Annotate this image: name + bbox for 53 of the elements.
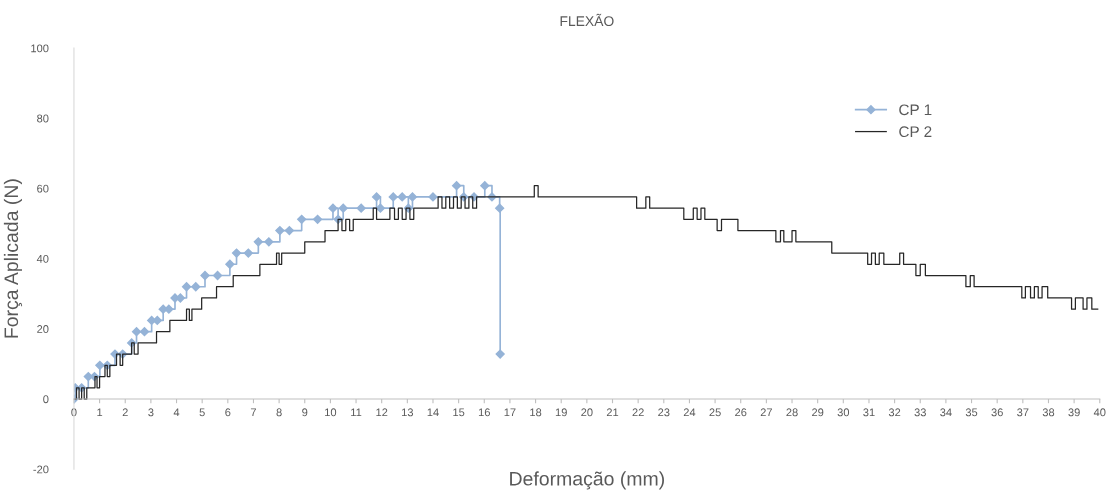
y-tick-label: 60 bbox=[37, 184, 49, 193]
x-tick-label: 27 bbox=[760, 408, 772, 417]
x-tick-label: 21 bbox=[606, 408, 619, 417]
x-tick-label: 37 bbox=[1017, 408, 1029, 417]
x-tick-label: 6 bbox=[225, 408, 231, 417]
x-tick-label: 24 bbox=[683, 408, 696, 417]
x-tick-label: 25 bbox=[709, 408, 721, 417]
chart-title: FLEXÃO bbox=[560, 13, 614, 27]
y-tick-label: 20 bbox=[37, 325, 49, 333]
x-tick-label: 39 bbox=[1068, 408, 1080, 417]
x-tick-label: 20 bbox=[581, 408, 593, 417]
x-tick-label: 14 bbox=[427, 408, 439, 417]
x-tick-label: 29 bbox=[812, 408, 824, 417]
legend-label: CP 2 bbox=[899, 126, 932, 138]
x-axis-title: Deformação (mm) bbox=[510, 471, 664, 490]
x-tick-label: 12 bbox=[376, 408, 388, 417]
x-tick-label: 30 bbox=[837, 408, 850, 417]
x-tick-label: 31 bbox=[863, 408, 875, 417]
x-tick-label: 2 bbox=[122, 408, 128, 417]
x-tick-label: 17 bbox=[504, 408, 516, 417]
x-tick-label: 34 bbox=[940, 408, 952, 417]
x-tick-label: 7 bbox=[250, 408, 256, 417]
x-tick-label: 32 bbox=[888, 408, 901, 417]
x-tick-label: 38 bbox=[1042, 408, 1055, 417]
x-tick-label: 36 bbox=[991, 408, 1003, 417]
x-tick-label: 40 bbox=[1093, 408, 1106, 417]
y-tick-label: 40 bbox=[36, 254, 49, 263]
x-tick-label: 0 bbox=[71, 408, 77, 417]
x-tick-label: 10 bbox=[325, 408, 337, 417]
y-tick-label: -20 bbox=[33, 465, 49, 474]
x-tick-label: 5 bbox=[199, 408, 205, 417]
x-tick-label: 9 bbox=[302, 408, 308, 417]
x-tick-label: 35 bbox=[965, 408, 978, 417]
y-tick-label: 80 bbox=[37, 114, 49, 123]
x-tick-label: 4 bbox=[173, 408, 180, 417]
x-tick-label: 33 bbox=[914, 408, 926, 417]
x-tick-label: 28 bbox=[786, 408, 798, 417]
x-tick-label: 8 bbox=[276, 408, 282, 417]
x-tick-label: 26 bbox=[735, 408, 747, 417]
x-tick-label: 13 bbox=[402, 408, 414, 417]
y-tick-label: 100 bbox=[31, 44, 49, 53]
y-axis-title: Força Aplicada (N) bbox=[3, 179, 23, 338]
x-tick-label: 23 bbox=[658, 408, 670, 417]
y-tick-label: 0 bbox=[43, 395, 49, 404]
x-tick-label: 19 bbox=[555, 408, 567, 417]
x-tick-label: 3 bbox=[148, 408, 154, 417]
x-tick-label: 15 bbox=[453, 408, 465, 417]
x-tick-label: 18 bbox=[530, 408, 542, 417]
x-tick-label: 22 bbox=[632, 408, 644, 417]
x-tick-label: 16 bbox=[478, 408, 490, 417]
x-tick-label: 1 bbox=[97, 408, 103, 417]
x-tick-label: 11 bbox=[351, 408, 362, 417]
legend-label: CP 1 bbox=[899, 104, 932, 116]
